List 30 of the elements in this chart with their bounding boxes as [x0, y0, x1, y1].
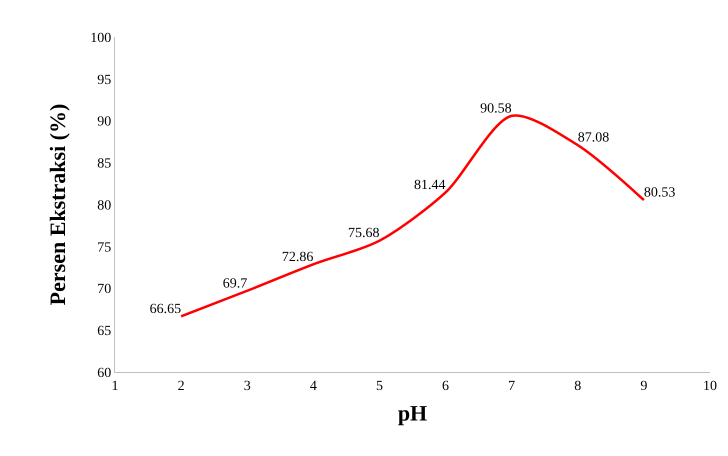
data-label: 90.58 — [480, 101, 512, 116]
x-tick-label: 2 — [178, 378, 185, 394]
y-tick-label: 100 — [90, 30, 112, 46]
data-label: 66.65 — [150, 302, 182, 317]
data-label: 75.68 — [348, 226, 380, 242]
x-tick-label: 4 — [310, 378, 317, 394]
data-label: 72.86 — [282, 250, 314, 265]
x-tick-label: 3 — [244, 378, 251, 394]
x-tick-label: 7 — [508, 378, 516, 394]
data-label: 69.7 — [222, 276, 248, 292]
y-tick-label: 80 — [97, 198, 112, 214]
x-tick-label: 8 — [574, 378, 582, 394]
data-label: 81.44 — [414, 178, 446, 193]
y-tick-label: 95 — [97, 72, 112, 88]
x-tick-label: 10 — [703, 378, 717, 394]
x-tick-label: 1 — [112, 378, 118, 394]
x-tick-label: 6 — [442, 378, 450, 394]
y-tick-label: 75 — [97, 240, 112, 256]
y-tick-label: 85 — [97, 156, 112, 172]
data-label: 80.53 — [644, 186, 676, 201]
x-tick-label: 5 — [376, 378, 383, 394]
y-tick-label: 60 — [97, 366, 112, 381]
data-label: 87.08 — [578, 130, 610, 146]
x-axis-title: pH — [398, 400, 428, 426]
line-series — [180, 114, 646, 318]
x-tick-label: 9 — [640, 378, 648, 394]
y-tick-label: 70 — [97, 282, 112, 298]
y-axis-title: Persen Ekstraksi (%) — [45, 104, 70, 306]
y-tick-label: 65 — [97, 324, 112, 340]
y-tick-label: 90 — [97, 114, 112, 130]
